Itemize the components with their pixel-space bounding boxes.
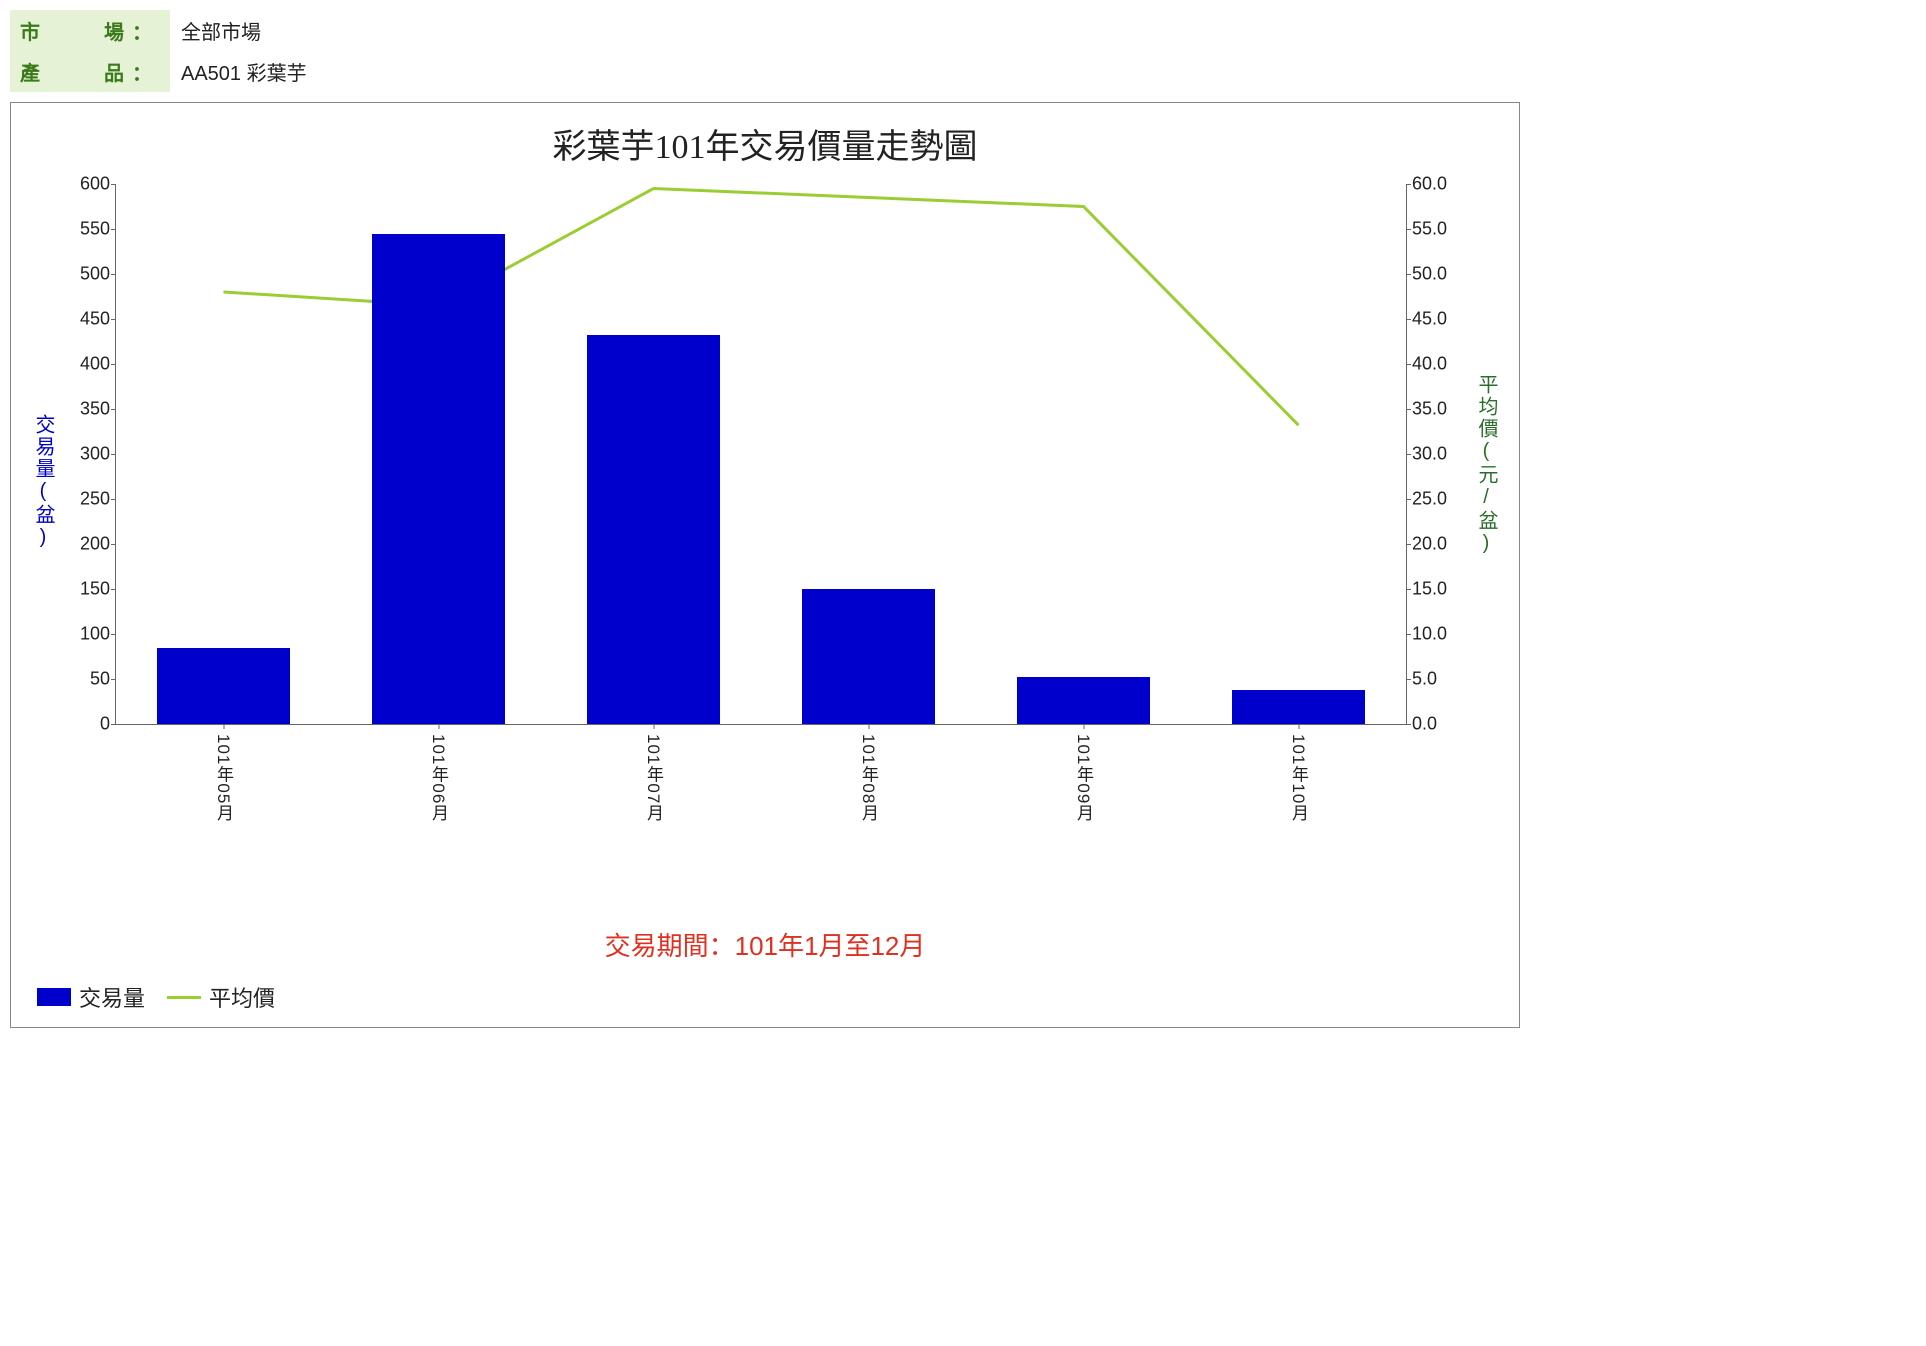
legend-label: 交易量 — [79, 981, 145, 1013]
bar — [587, 335, 720, 724]
y-left-tick: 500 — [80, 264, 110, 285]
y-left-tick: 400 — [80, 354, 110, 375]
x-tick-label: 101年07月 — [641, 734, 666, 822]
bar — [157, 648, 290, 725]
info-value: AA501 彩葉芋 — [171, 51, 318, 92]
legend: 交易量 平均價 — [37, 981, 1513, 1013]
bar — [1017, 677, 1150, 724]
legend-swatch-bar — [37, 988, 71, 1006]
chart-frame: 彩葉芋101年交易價量走勢圖 交易量(盆) 平均價(元/盆) 050100150… — [10, 102, 1520, 1028]
y-right-tick: 35.0 — [1412, 399, 1447, 420]
plot-region: 0501001502002503003504004505005506000.05… — [115, 184, 1407, 725]
y-right-tick: 5.0 — [1412, 669, 1437, 690]
x-tick-label: 101年05月 — [211, 734, 236, 822]
y-right-tick: 25.0 — [1412, 489, 1447, 510]
y-left-tick: 50 — [90, 669, 110, 690]
line-series-svg — [116, 184, 1406, 724]
info-table: 市 場：全部市場產 品：AA501 彩葉芋 — [10, 10, 318, 92]
y-left-tick: 300 — [80, 444, 110, 465]
y-right-tick: 10.0 — [1412, 624, 1447, 645]
y-left-tick: 450 — [80, 309, 110, 330]
y-left-tick: 550 — [80, 219, 110, 240]
info-label: 市 場： — [10, 10, 171, 51]
chart-area: 交易量(盆) 平均價(元/盆) 050100150200250300350400… — [25, 174, 1505, 874]
period-label: 交易期間：101年1月至12月 — [17, 926, 1513, 963]
bar — [802, 589, 935, 724]
chart-title: 彩葉芋101年交易價量走勢圖 — [17, 119, 1513, 168]
legend-swatch-line — [167, 996, 201, 999]
y-left-tick: 250 — [80, 489, 110, 510]
y-right-axis-label: 平均價(元/盆) — [1472, 374, 1501, 556]
legend-item: 交易量 — [37, 981, 145, 1013]
legend-item: 平均價 — [167, 981, 275, 1013]
y-left-tick: 350 — [80, 399, 110, 420]
y-left-tick: 0 — [100, 714, 110, 735]
bar — [1232, 690, 1365, 724]
info-label: 產 品： — [10, 51, 171, 92]
x-tick-label: 101年10月 — [1286, 734, 1311, 822]
y-left-axis-label: 交易量(盆) — [29, 414, 58, 550]
y-right-tick: 15.0 — [1412, 579, 1447, 600]
y-right-tick: 40.0 — [1412, 354, 1447, 375]
y-left-tick: 150 — [80, 579, 110, 600]
y-right-tick: 60.0 — [1412, 174, 1447, 195]
x-tick-label: 101年06月 — [426, 734, 451, 822]
x-tick-label: 101年09月 — [1071, 734, 1096, 822]
y-right-tick: 55.0 — [1412, 219, 1447, 240]
y-left-tick: 600 — [80, 174, 110, 195]
legend-label: 平均價 — [209, 981, 275, 1013]
y-left-tick: 200 — [80, 534, 110, 555]
info-value: 全部市場 — [171, 10, 318, 51]
y-right-tick: 20.0 — [1412, 534, 1447, 555]
y-right-tick: 0.0 — [1412, 714, 1437, 735]
y-left-tick: 100 — [80, 624, 110, 645]
bar — [372, 234, 505, 725]
y-right-tick: 50.0 — [1412, 264, 1447, 285]
y-right-tick: 30.0 — [1412, 444, 1447, 465]
y-right-tick: 45.0 — [1412, 309, 1447, 330]
x-tick-label: 101年08月 — [856, 734, 881, 822]
